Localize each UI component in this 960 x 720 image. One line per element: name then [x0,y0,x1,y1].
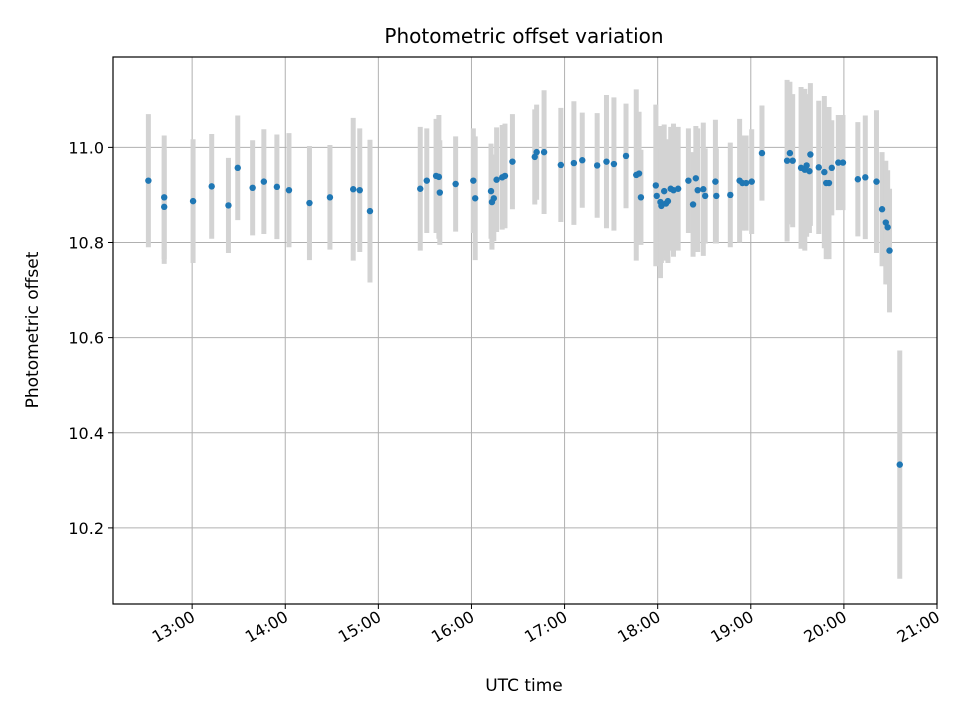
data-point [145,177,152,184]
y-tick-label: 10.4 [68,424,104,443]
x-tick-label: 18:00 [614,607,663,647]
y-axis-label: Photometric offset [23,251,43,408]
data-point [249,184,256,192]
data-point [712,178,719,185]
data-point [452,180,459,188]
data-point [637,194,645,201]
data-point [306,199,313,207]
data-point [490,195,498,202]
data-point [326,194,334,201]
data-point [161,203,168,211]
y-tick-label: 11.0 [68,138,104,157]
data-points [145,148,903,468]
data-point [896,461,903,468]
data-point [674,185,682,192]
data-point [789,157,796,164]
data-point [685,177,692,184]
data-point [435,173,443,181]
data-point [748,178,755,185]
data-point [423,177,430,184]
data-point [436,189,444,196]
data-point [356,186,363,194]
data-point [509,158,516,165]
data-point [225,202,232,209]
data-point [713,192,720,200]
y-tick-label: 10.8 [68,234,104,253]
data-point [603,158,610,165]
data-point [692,175,700,182]
data-point [806,167,813,175]
data-point [839,159,847,166]
data-point [189,197,197,205]
data-point [533,148,540,156]
data-point [873,178,880,185]
data-point [742,179,750,187]
data-point [807,151,814,158]
x-tick-label: 15:00 [335,607,384,647]
data-point [493,176,500,183]
data-point [701,192,709,200]
data-point [660,187,668,195]
x-axis-ticks: 13:00 14:00 15:00 16:00 17:00 18:00 19:00 20:00… [149,604,943,647]
data-point [570,159,578,167]
data-point [593,162,601,169]
data-point [835,159,842,166]
data-point [694,186,701,194]
data-point [815,164,822,171]
data-point [727,191,734,199]
data-point [208,183,215,190]
data-point [854,176,862,183]
chart-title: Photometric offset variation [384,24,663,48]
data-point [758,149,766,157]
data-point [786,149,794,157]
data-point [557,161,565,169]
data-point [417,185,424,192]
data-point [350,186,357,193]
data-point [366,207,374,215]
data-point [540,148,548,156]
data-point [652,182,660,189]
data-point [260,178,268,185]
y-tick-label: 10.2 [68,519,104,538]
data-point [653,192,660,200]
data-point [828,164,835,172]
data-point [622,152,630,160]
data-point [273,183,281,191]
data-point [825,179,833,187]
data-point [234,164,241,172]
data-point [487,187,495,195]
x-tick-label: 19:00 [707,607,756,647]
data-point [803,162,810,169]
data-point [884,224,891,231]
data-point [285,186,293,194]
x-tick-label: 21:00 [894,607,943,647]
x-tick-label: 14:00 [242,607,291,647]
error-bars [145,79,903,579]
data-point [610,160,618,168]
data-point [783,157,791,164]
data-point [878,206,886,213]
data-point [821,168,828,176]
data-point [635,170,643,177]
data-point [471,195,479,202]
x-tick-label: 16:00 [428,607,477,647]
data-point [862,174,869,181]
y-tick-label: 10.6 [68,329,104,348]
x-tick-label: 20:00 [800,607,849,647]
data-point [470,177,477,184]
x-tick-label: 17:00 [521,607,570,647]
data-point [689,201,697,208]
data-point [664,197,672,205]
y-axis-ticks: 10.2 10.4 10.6 10.8 11.0 [68,138,113,538]
data-point [886,247,893,254]
x-axis-label: UTC time [485,676,563,696]
data-point [579,157,586,164]
data-point [161,194,168,201]
data-point [501,172,509,180]
x-tick-label: 13:00 [149,607,198,647]
plot-frame [112,56,938,605]
data-point [700,186,707,193]
